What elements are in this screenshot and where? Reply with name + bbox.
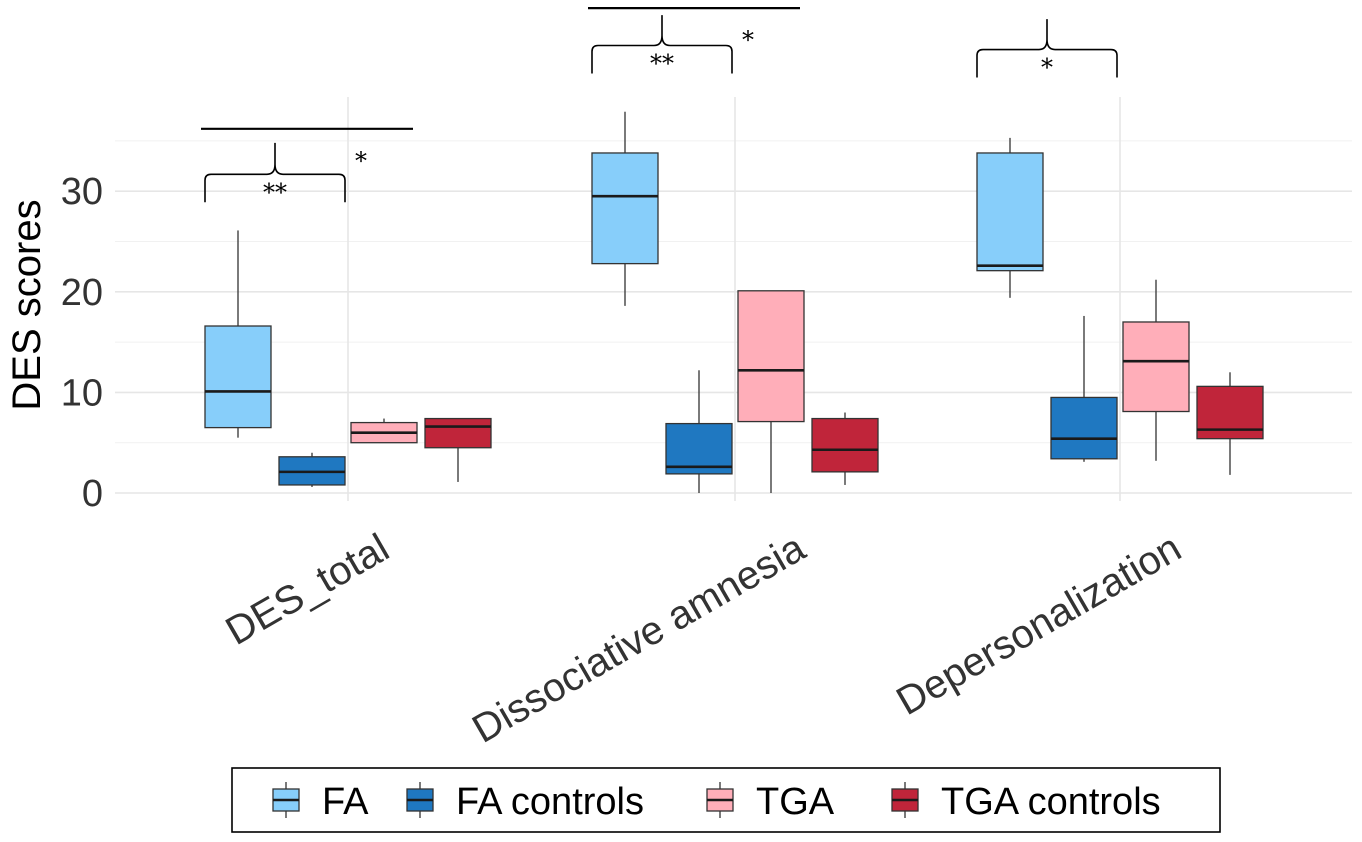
y-tick-label-0: 0: [82, 473, 103, 515]
iqr-box-tga-controls-des-total: [424, 417, 492, 449]
iqr-box-tga-depersonalization: [1122, 321, 1190, 413]
x-tick-label-des-total: DES_total: [219, 526, 397, 654]
star-label-sig-depersonalization-4: *: [1041, 54, 1053, 82]
legend-item-tga-controls: TGA controls: [891, 781, 1161, 823]
iqr-box-fa-controls-depersonalization: [1050, 396, 1118, 460]
x-axis: DES_total Dissociative amnesia Depersonali…: [219, 525, 1189, 751]
box-tga-depersonalization: [1122, 279, 1190, 461]
legend-label-tga: TGA: [756, 781, 835, 823]
bracket-sig-dissociative-amnesia-2: [591, 15, 733, 74]
box-fa-controls-dissociative-amnesia: [665, 370, 733, 493]
legend-label-tga-controls: TGA controls: [941, 781, 1161, 823]
legend-label-fa: FA: [322, 781, 369, 823]
y-tick-label-30: 30: [61, 171, 103, 213]
legend-label-fa-controls: FA controls: [456, 781, 644, 823]
iqr-box-fa-depersonalization: [976, 152, 1044, 272]
box-tga-controls-dissociative-amnesia: [811, 412, 879, 485]
star-label-sig-dissociative-amnesia-3: *: [742, 26, 754, 54]
box-fa-controls-des-total: [278, 452, 346, 487]
box-plot-series: [204, 111, 1264, 493]
bracket-sig-des-total-0: [204, 142, 346, 203]
box-fa-controls-depersonalization: [1050, 315, 1118, 462]
box-tga-controls-depersonalization: [1196, 372, 1264, 475]
x-tick-label-dissociative-amnesia: Dissociative amnesia: [465, 525, 813, 751]
legend: FA FA controls TGA TGA controls: [231, 767, 1221, 833]
iqr-box-tga-controls-dissociative-amnesia: [811, 417, 879, 473]
star-label-sig-des-total-1: *: [355, 147, 367, 175]
legend-item-fa: FA: [272, 781, 369, 823]
box-fa-dissociative-amnesia: [591, 111, 659, 306]
y-tick-label-10: 10: [61, 372, 103, 414]
y-tick-label-20: 20: [61, 272, 103, 314]
x-tick-label-depersonalization: Depersonalization: [889, 526, 1188, 724]
star-label-sig-dissociative-amnesia-2: **: [650, 49, 674, 77]
y-axis: 0 10 20 30: [61, 171, 103, 515]
iqr-box-fa-des-total: [204, 325, 272, 429]
y-axis-title: DES scores: [5, 199, 49, 410]
gridlines: [115, 97, 1352, 501]
iqr-box-fa-dissociative-amnesia: [591, 152, 659, 265]
star-label-sig-des-total-0: **: [263, 178, 287, 206]
box-tga-controls-des-total: [424, 417, 492, 482]
legend-item-fa-controls: FA controls: [406, 781, 644, 823]
significance-annotations: *******: [201, 7, 1118, 206]
iqr-box-tga-dissociative-amnesia: [737, 290, 805, 423]
bracket-sig-depersonalization-4: [976, 19, 1118, 78]
box-fa-des-total: [204, 230, 272, 438]
box-fa-depersonalization: [976, 137, 1044, 298]
box-tga-dissociative-amnesia: [737, 290, 805, 493]
iqr-box-fa-controls-dissociative-amnesia: [665, 422, 733, 475]
box-tga-des-total: [350, 418, 418, 444]
legend-item-tga: TGA: [706, 781, 835, 823]
